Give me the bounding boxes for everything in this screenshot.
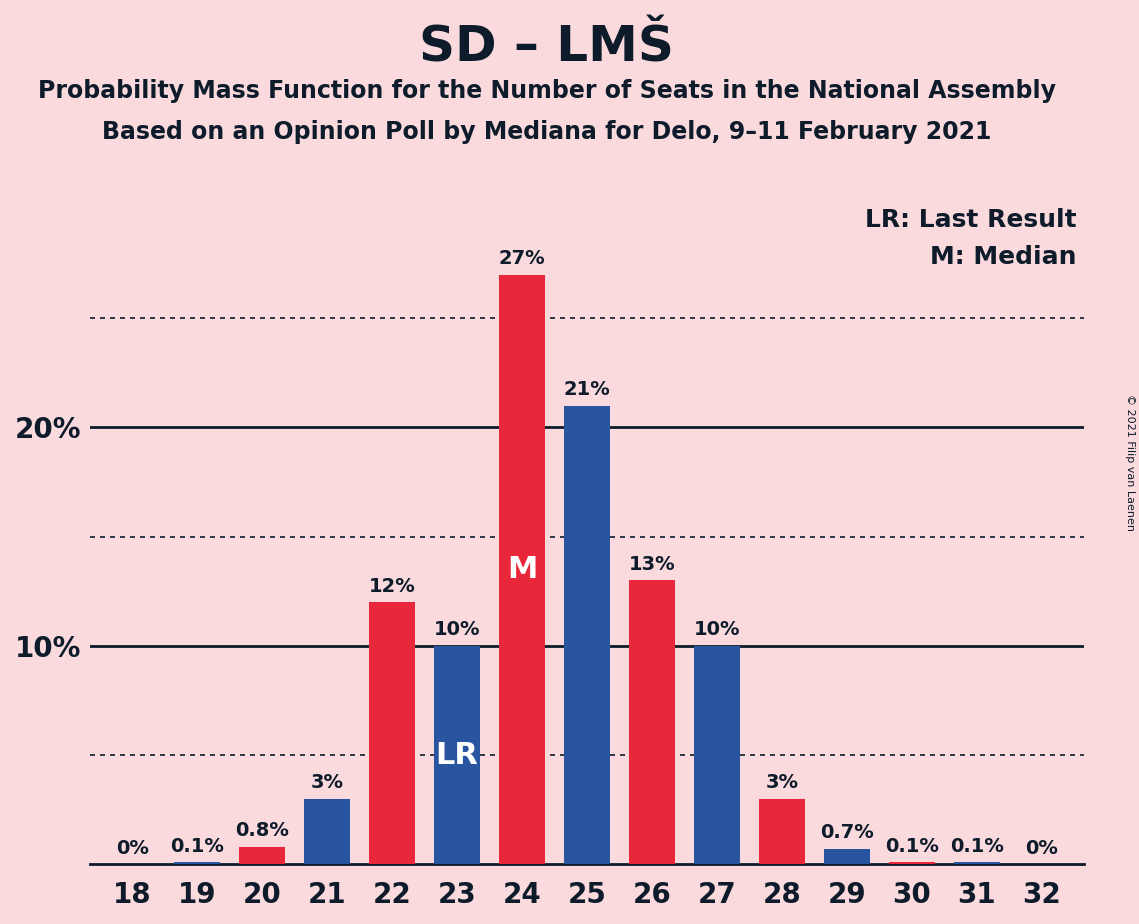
Text: 27%: 27%	[499, 249, 546, 268]
Text: © 2021 Filip van Laenen: © 2021 Filip van Laenen	[1125, 394, 1134, 530]
Text: 0.1%: 0.1%	[170, 836, 224, 856]
Bar	[760, 799, 804, 864]
Bar	[434, 646, 480, 864]
Bar	[239, 847, 285, 864]
Text: Based on an Opinion Poll by Mediana for Delo, 9–11 February 2021: Based on an Opinion Poll by Mediana for …	[103, 120, 991, 144]
Bar	[564, 406, 609, 864]
Text: 0.8%: 0.8%	[235, 821, 289, 840]
Bar	[369, 602, 415, 864]
Text: M: M	[507, 555, 538, 584]
Text: 0%: 0%	[1025, 839, 1058, 857]
Bar	[825, 849, 870, 864]
Text: M: Median: M: Median	[929, 245, 1076, 269]
Bar	[890, 862, 935, 864]
Text: 10%: 10%	[694, 620, 740, 639]
Text: SD – LMŠ: SD – LMŠ	[419, 23, 674, 71]
Text: 0.7%: 0.7%	[820, 823, 874, 843]
Text: LR: Last Result: LR: Last Result	[865, 208, 1076, 232]
Text: 0%: 0%	[116, 839, 148, 857]
Text: 13%: 13%	[629, 554, 675, 574]
Bar	[304, 799, 350, 864]
Bar	[954, 862, 1000, 864]
Text: Probability Mass Function for the Number of Seats in the National Assembly: Probability Mass Function for the Number…	[38, 79, 1056, 103]
Text: 3%: 3%	[765, 773, 798, 792]
Text: 3%: 3%	[311, 773, 344, 792]
Text: 12%: 12%	[369, 577, 416, 596]
Text: 0.1%: 0.1%	[950, 836, 1003, 856]
Text: 10%: 10%	[434, 620, 481, 639]
Bar	[174, 862, 220, 864]
Bar	[694, 646, 739, 864]
Text: 21%: 21%	[564, 380, 611, 399]
Bar	[629, 580, 674, 864]
Text: 0.1%: 0.1%	[885, 836, 939, 856]
Text: LR: LR	[435, 741, 478, 770]
Bar	[499, 274, 544, 864]
